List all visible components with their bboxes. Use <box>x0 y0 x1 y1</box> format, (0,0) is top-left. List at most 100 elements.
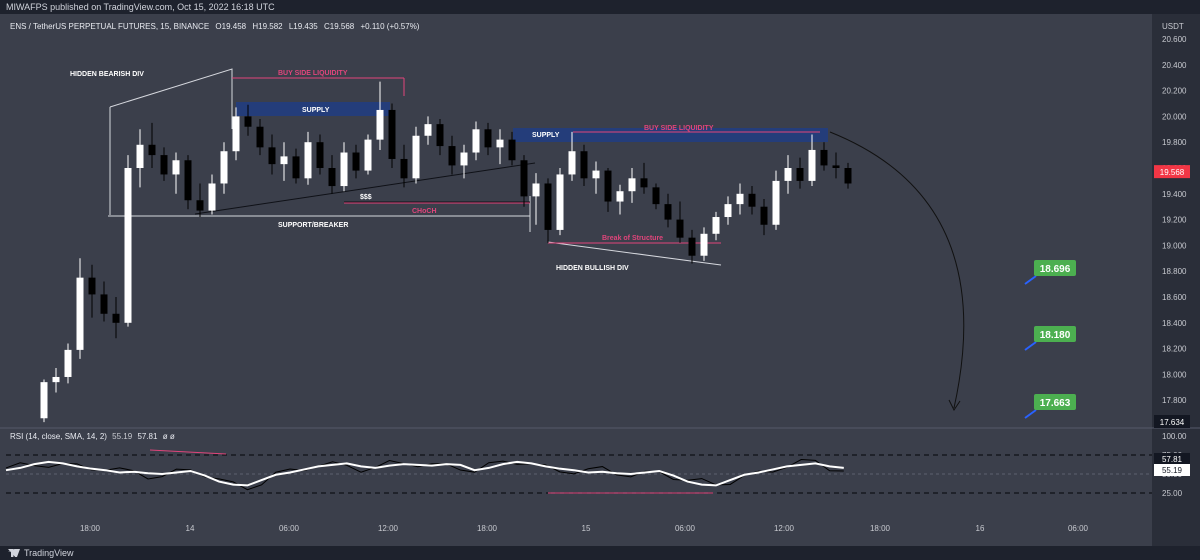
target-badge-label: 17.663 <box>1040 398 1071 409</box>
price-tick-label: 19.400 <box>1162 190 1187 199</box>
rsi-extra: ø ø <box>162 432 175 441</box>
candle-body <box>232 116 240 152</box>
candle-body <box>208 183 216 211</box>
candle-body <box>364 139 372 171</box>
candle-body <box>340 152 348 187</box>
time-tick-label: 15 <box>582 524 591 533</box>
candle-body <box>328 168 336 187</box>
rsi-legend: RSI (14, close, SMA, 14, 2) 55.19 57.81 … <box>10 432 175 441</box>
open-value: 19.458 <box>221 22 247 31</box>
price-tick-label: 19.800 <box>1162 138 1187 147</box>
rsi-badge-label: 57.81 <box>1162 455 1183 464</box>
supply-1-label: SUPPLY <box>302 107 330 114</box>
publisher-bar: MIWAFPS published on TradingView.com, Oc… <box>0 0 1200 14</box>
candle-body <box>172 160 180 175</box>
candle-body <box>568 151 576 175</box>
candle-body <box>244 116 252 127</box>
target-badge-label: 18.696 <box>1040 264 1071 275</box>
target-badge <box>1034 260 1076 276</box>
candle-body <box>616 191 624 202</box>
buy-side-liquidity-1-label: BUY SIDE LIQUIDITY <box>278 70 348 77</box>
candle-body <box>808 149 816 181</box>
candle-body <box>280 156 288 165</box>
rsi-bearish-div-line <box>149 449 227 455</box>
rsi-ma-badge-label: 55.19 <box>1162 466 1183 475</box>
price-tick-label: 19.000 <box>1162 241 1187 250</box>
price-tick-label: 18.200 <box>1162 345 1187 354</box>
candle-body <box>700 233 708 256</box>
change-value: +0.110 (+0.57%) <box>360 22 420 31</box>
candle-body <box>292 156 300 179</box>
candle-body <box>412 135 420 179</box>
time-tick-label: 12:00 <box>378 524 399 533</box>
candle-body <box>160 155 168 175</box>
time-tick-label: 18:00 <box>80 524 101 533</box>
candle-body <box>112 313 120 323</box>
hidden-bullish-div-label: HIDDEN BULLISH DIV <box>556 265 629 272</box>
candle-body <box>448 146 456 166</box>
candle-body <box>88 277 96 295</box>
price-tick-label: 18.400 <box>1162 319 1187 328</box>
open-label: O <box>215 22 222 31</box>
price-tick-label: 18.800 <box>1162 267 1187 276</box>
target-arrow <box>1024 341 1037 351</box>
candle-body <box>472 129 480 153</box>
low-label: L <box>288 22 294 31</box>
candle-body <box>376 109 384 140</box>
rsi-tick-label: 25.00 <box>1162 489 1183 498</box>
candle-body <box>316 142 324 168</box>
candle-body <box>556 174 564 230</box>
last-tick-badge <box>1154 415 1190 428</box>
rsi-label: RSI (14, close, SMA, 14, 2) <box>10 432 107 441</box>
time-tick-label: 14 <box>186 524 195 533</box>
price-tick-label: 19.200 <box>1162 216 1187 225</box>
candle-body <box>760 206 768 225</box>
time-tick-label: 06:00 <box>1068 524 1089 533</box>
candle-body <box>604 170 612 202</box>
candle-body <box>484 129 492 148</box>
candle-body <box>712 217 720 234</box>
candle-body <box>76 277 84 350</box>
candle-body <box>352 152 360 171</box>
candle-body <box>400 158 408 179</box>
low-value: 19.435 <box>293 22 318 31</box>
symbol-legend: ENS / TetherUS PERPETUAL FUTURES, 15, BI… <box>10 22 419 31</box>
candle-body <box>268 147 276 165</box>
candle-body <box>220 151 228 184</box>
time-tick-label: 18:00 <box>477 524 498 533</box>
candle-body <box>628 178 636 192</box>
symbol-name: ENS / TetherUS PERPETUAL FUTURES, 15, BI… <box>10 22 210 31</box>
candle-body <box>436 124 444 147</box>
price-tick-label: 18.600 <box>1162 293 1187 302</box>
candle-body <box>676 219 684 238</box>
rsi-ma-badge <box>1154 464 1190 476</box>
price-tick-label: 17.800 <box>1162 396 1187 405</box>
candle-body <box>796 168 804 181</box>
candle-body <box>64 349 72 377</box>
target-badge <box>1034 326 1076 342</box>
candle-body <box>772 180 780 225</box>
choch-label: CHoCH <box>412 208 437 215</box>
candle-body <box>820 149 828 166</box>
time-tick-label: 06:00 <box>279 524 300 533</box>
hidden-bearish-div-label: HIDDEN BEARISH DIV <box>70 71 144 78</box>
candle-body <box>532 183 540 197</box>
candle-body <box>424 124 432 136</box>
candle-body <box>640 178 648 188</box>
candle-body <box>544 183 552 230</box>
close-value: 19.568 <box>329 22 355 31</box>
candle-body <box>664 204 672 220</box>
rsi-value: 57.81 <box>137 432 158 441</box>
candle-body <box>508 139 516 161</box>
candle-body <box>688 237 696 256</box>
price-tick-label: 18.000 <box>1162 370 1187 379</box>
time-tick-label: 16 <box>976 524 985 533</box>
candle-body <box>652 187 660 205</box>
candle-body <box>256 126 264 148</box>
candle-body <box>496 139 504 148</box>
current-price-badge <box>1154 165 1190 179</box>
rsi-badge <box>1154 453 1190 465</box>
time-tick-label: 12:00 <box>774 524 795 533</box>
price-unit: USDT <box>1162 22 1184 31</box>
